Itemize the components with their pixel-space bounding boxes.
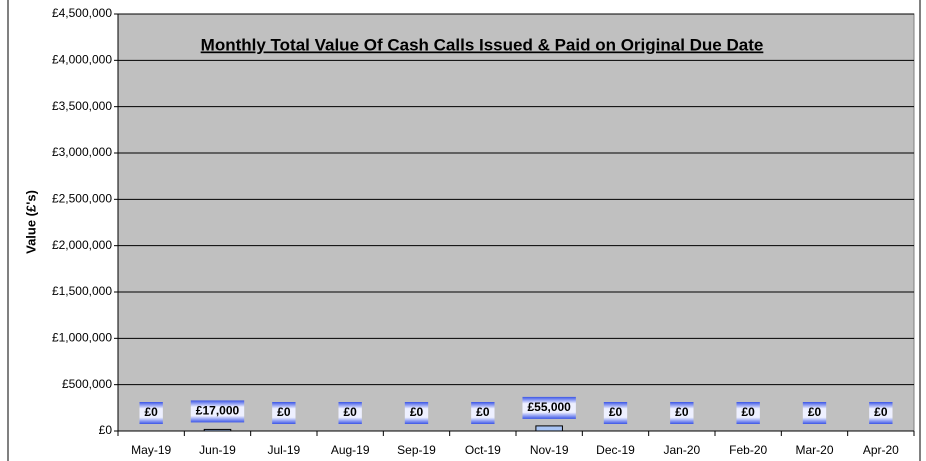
x-tick-label: May-19: [131, 443, 171, 457]
x-tick-label: Aug-19: [331, 443, 370, 457]
y-tick-label: £3,000,000: [52, 145, 112, 159]
y-tick-label: £0: [99, 423, 113, 437]
x-tick-label: Apr-20: [863, 443, 899, 457]
value-label: £0: [343, 405, 357, 419]
value-label-box: [603, 402, 628, 424]
y-tick-label: £3,500,000: [52, 99, 112, 113]
value-label-box: [736, 402, 760, 424]
value-label: £0: [741, 405, 755, 419]
value-label-box: [670, 402, 694, 424]
value-label: £55,000: [527, 400, 571, 414]
bar: [535, 425, 563, 432]
value-label-box: [338, 402, 362, 424]
bar: [203, 428, 232, 432]
value-label-box: [802, 402, 827, 424]
x-tick-label: Sep-19: [397, 443, 436, 457]
x-tick-label: Oct-19: [465, 443, 501, 457]
value-label: £0: [675, 405, 689, 419]
chart-title: Monthly Total Value Of Cash Calls Issued…: [201, 35, 764, 54]
x-tick-label: Jun-19: [199, 443, 236, 457]
value-label: £0: [144, 405, 158, 419]
plot-area: [117, 13, 915, 432]
x-tick-label: Jul-19: [267, 443, 300, 457]
y-tick-label: £4,000,000: [52, 53, 112, 67]
y-tick-label: £500,000: [62, 377, 112, 391]
value-label-box: [139, 402, 163, 424]
value-label-box: [190, 400, 245, 423]
value-label-box: [272, 402, 296, 424]
value-label: £0: [410, 405, 424, 419]
value-label-box: [869, 402, 893, 424]
value-label-box: [404, 402, 429, 424]
value-label-box: [471, 402, 495, 424]
value-label-box: [522, 396, 576, 419]
y-tick-label: £2,500,000: [52, 192, 112, 206]
y-tick-label: £1,000,000: [52, 331, 112, 345]
y-tick-label: £1,500,000: [52, 284, 112, 298]
value-label: £0: [476, 405, 490, 419]
value-label: £0: [874, 405, 888, 419]
x-tick-label: Mar-20: [795, 443, 833, 457]
x-tick-label: Nov-19: [530, 443, 569, 457]
x-tick-label: Dec-19: [596, 443, 635, 457]
value-label: £0: [808, 405, 822, 419]
y-tick-label: £2,000,000: [52, 238, 112, 252]
value-label: £0: [277, 405, 291, 419]
value-label: £0: [609, 405, 623, 419]
x-tick-label: Jan-20: [663, 443, 700, 457]
y-tick-label: £4,500,000: [52, 6, 112, 20]
x-tick-label: Feb-20: [729, 443, 767, 457]
value-label: £17,000: [196, 404, 240, 418]
y-axis-label: Value (£'s): [23, 190, 38, 254]
